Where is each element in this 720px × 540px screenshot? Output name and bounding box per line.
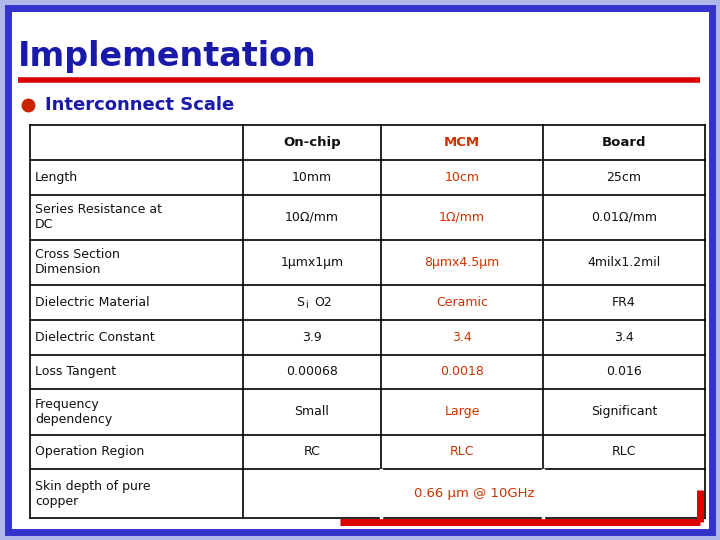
Text: 1μmx1μm: 1μmx1μm [280, 256, 343, 269]
Text: Large: Large [444, 406, 480, 419]
Text: S: S [296, 296, 304, 309]
Text: i: i [305, 300, 307, 310]
Text: Cross Section
Dimension: Cross Section Dimension [35, 248, 120, 276]
Text: 3.4: 3.4 [452, 330, 472, 343]
Text: Small: Small [294, 406, 329, 419]
Text: Operation Region: Operation Region [35, 446, 144, 458]
Text: On-chip: On-chip [283, 136, 341, 149]
Text: 25cm: 25cm [606, 171, 642, 184]
Text: Dielectric Constant: Dielectric Constant [35, 330, 155, 343]
Text: 10Ω/mm: 10Ω/mm [285, 211, 339, 224]
Text: 10cm: 10cm [444, 171, 480, 184]
Text: Loss Tangent: Loss Tangent [35, 366, 116, 379]
Text: 4milx1.2mil: 4milx1.2mil [588, 256, 661, 269]
Text: 0.016: 0.016 [606, 366, 642, 379]
Text: Skin depth of pure
copper: Skin depth of pure copper [35, 480, 150, 508]
Text: 0.01Ω/mm: 0.01Ω/mm [591, 211, 657, 224]
Text: Dielectric Material: Dielectric Material [35, 296, 150, 309]
Text: RC: RC [303, 446, 320, 458]
Text: 8μmx4.5μm: 8μmx4.5μm [424, 256, 500, 269]
Text: Board: Board [602, 136, 647, 149]
Text: O2: O2 [314, 296, 332, 309]
Text: Length: Length [35, 171, 78, 184]
Text: RLC: RLC [612, 446, 636, 458]
Text: Implementation: Implementation [18, 40, 317, 73]
Text: 0.00068: 0.00068 [286, 366, 338, 379]
Text: Significant: Significant [591, 406, 657, 419]
Text: Ceramic: Ceramic [436, 296, 488, 309]
Text: 3.4: 3.4 [614, 330, 634, 343]
Text: 0.0018: 0.0018 [440, 366, 484, 379]
Text: FR4: FR4 [612, 296, 636, 309]
Text: Series Resistance at
DC: Series Resistance at DC [35, 203, 162, 231]
Text: 10mm: 10mm [292, 171, 332, 184]
Text: 3.9: 3.9 [302, 330, 322, 343]
Text: MCM: MCM [444, 136, 480, 149]
Text: 0.66 μm @ 10GHz: 0.66 μm @ 10GHz [413, 487, 534, 500]
Bar [30, 125, 705, 518]
Text: 1Ω/mm: 1Ω/mm [439, 211, 485, 224]
Text: Interconnect Scale: Interconnect Scale [45, 96, 234, 114]
Text: RLC: RLC [450, 446, 474, 458]
Text: Frequency
dependency: Frequency dependency [35, 398, 112, 426]
